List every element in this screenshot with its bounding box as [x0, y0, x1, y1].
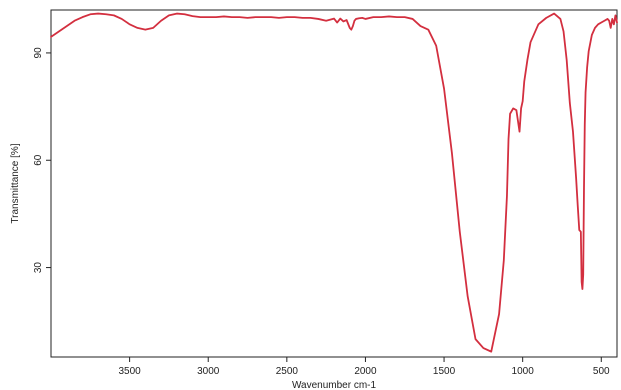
- plot-frame: [50, 9, 618, 358]
- x-tick-label: 2500: [276, 366, 299, 377]
- x-tick-label: 2000: [354, 366, 377, 377]
- plot-border: [50, 9, 618, 358]
- x-tick-label: 3000: [197, 366, 220, 377]
- x-axis: 3500 3000 2500 2000 1500 1000 500: [118, 357, 610, 377]
- y-tick-label: 30: [33, 262, 44, 274]
- y-tick-label: 90: [33, 47, 44, 59]
- y-axis-title: Transmittance [%]: [10, 143, 21, 223]
- x-tick-label: 1500: [433, 366, 456, 377]
- x-axis-title: Wavenumber cm-1: [292, 380, 377, 390]
- x-tick-label: 500: [593, 366, 610, 377]
- series-layer: [50, 12, 618, 353]
- y-tick-label: 60: [33, 154, 44, 166]
- x-tick-label: 3500: [118, 366, 141, 377]
- y-axis: 30 60 90: [33, 47, 51, 273]
- spectrum-series-line: [50, 12, 618, 353]
- x-tick-label: 1000: [512, 366, 535, 377]
